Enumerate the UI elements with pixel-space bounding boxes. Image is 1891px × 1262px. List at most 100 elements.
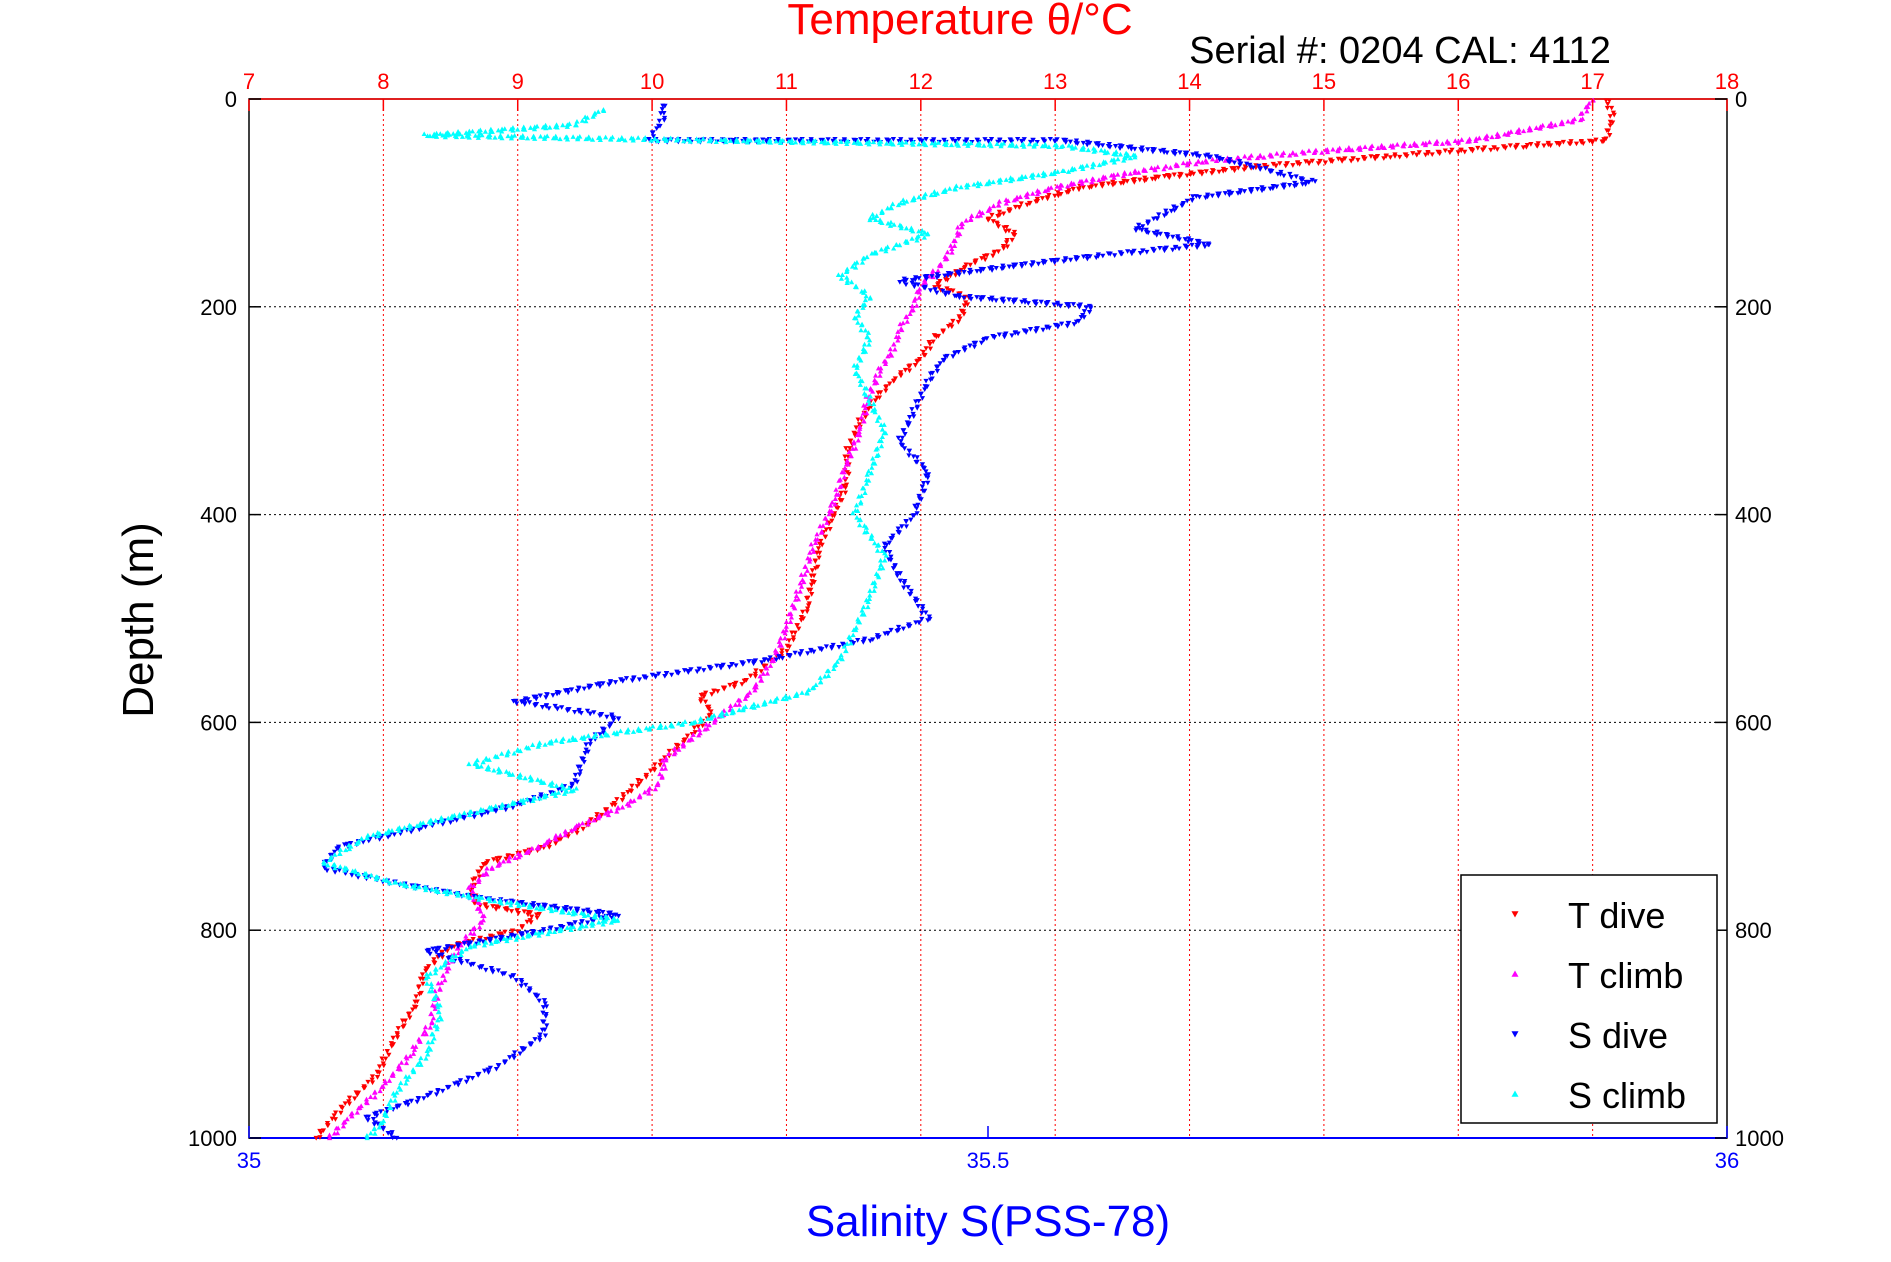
temperature-tick-label: 12 <box>909 69 933 94</box>
data-point <box>1459 137 1465 142</box>
data-point <box>824 668 830 674</box>
data-point <box>1526 127 1532 133</box>
data-point <box>879 434 885 440</box>
data-point <box>856 517 862 523</box>
data-point <box>546 740 553 745</box>
data-point <box>504 938 510 944</box>
data-point <box>890 201 896 207</box>
data-point <box>886 540 893 546</box>
data-point <box>936 284 942 290</box>
data-point <box>930 339 936 345</box>
data-point <box>978 266 984 272</box>
data-point <box>1432 141 1439 146</box>
data-point <box>334 1130 341 1136</box>
data-point <box>398 1080 404 1086</box>
data-point <box>1379 144 1385 150</box>
data-point <box>1015 137 1021 142</box>
data-point <box>919 231 925 237</box>
data-point <box>1136 170 1142 175</box>
data-point <box>371 1122 377 1127</box>
data-point <box>331 1113 337 1119</box>
depth-tick-label: 1000 <box>1735 1126 1784 1151</box>
data-point <box>1442 148 1448 154</box>
data-point <box>1190 152 1196 158</box>
data-point <box>857 426 863 431</box>
data-point <box>1132 146 1138 152</box>
data-point <box>1489 134 1495 140</box>
data-point <box>1011 262 1017 268</box>
data-point <box>1189 242 1195 248</box>
data-point <box>825 137 831 142</box>
data-point <box>581 686 587 692</box>
data-point <box>425 1039 431 1045</box>
data-point <box>1402 152 1408 158</box>
data-point <box>729 661 735 667</box>
data-point <box>346 1095 353 1101</box>
data-point <box>837 484 843 490</box>
data-point <box>861 290 867 295</box>
data-point <box>1257 167 1263 172</box>
data-point <box>591 817 597 823</box>
data-point <box>746 659 752 664</box>
data-point <box>468 882 474 888</box>
data-point <box>899 524 905 529</box>
data-point <box>468 930 474 936</box>
data-point <box>401 825 408 830</box>
data-point <box>528 904 534 910</box>
data-point <box>605 809 611 814</box>
data-point <box>562 688 569 694</box>
data-point <box>808 541 814 547</box>
data-point <box>395 1066 401 1072</box>
data-point <box>1303 159 1309 164</box>
data-point <box>401 880 407 886</box>
data-point <box>1084 142 1090 148</box>
data-point <box>989 268 995 273</box>
data-point <box>542 903 549 908</box>
data-point <box>905 624 912 629</box>
data-point <box>861 485 867 491</box>
data-point <box>566 910 572 916</box>
data-point <box>940 288 946 294</box>
data-point <box>371 1126 377 1132</box>
data-point <box>767 137 773 142</box>
data-point <box>888 139 894 144</box>
data-point <box>592 912 598 917</box>
data-point <box>901 585 907 591</box>
data-point <box>1024 202 1030 208</box>
data-point <box>908 517 914 523</box>
data-point <box>542 742 548 747</box>
data-point <box>811 580 817 585</box>
data-point <box>1234 155 1241 160</box>
data-point <box>1360 154 1367 160</box>
data-point <box>797 652 803 658</box>
data-point <box>1605 128 1612 134</box>
data-point <box>1247 162 1253 168</box>
data-point <box>496 1063 502 1068</box>
data-point <box>333 1125 339 1131</box>
data-point <box>792 630 798 636</box>
data-point <box>1084 162 1090 168</box>
data-point <box>502 929 508 935</box>
data-point <box>387 880 393 886</box>
data-point <box>504 899 510 905</box>
data-point <box>399 1018 406 1024</box>
legend-label: S climb <box>1568 1075 1686 1116</box>
data-point <box>577 134 583 139</box>
data-point <box>1209 171 1215 176</box>
data-point <box>364 1135 370 1141</box>
data-point <box>582 750 588 756</box>
data-point <box>1176 246 1182 252</box>
data-point <box>851 362 857 368</box>
legend-label: S dive <box>1568 1015 1668 1056</box>
data-point <box>481 942 488 948</box>
data-point <box>568 906 574 912</box>
data-point <box>333 1110 339 1116</box>
data-point <box>1120 173 1127 179</box>
data-point <box>515 929 521 935</box>
data-point <box>915 604 921 609</box>
data-point <box>856 429 862 434</box>
legend-marker <box>1511 1090 1519 1097</box>
data-point <box>364 835 370 840</box>
data-point <box>551 929 558 935</box>
data-point <box>324 868 330 874</box>
